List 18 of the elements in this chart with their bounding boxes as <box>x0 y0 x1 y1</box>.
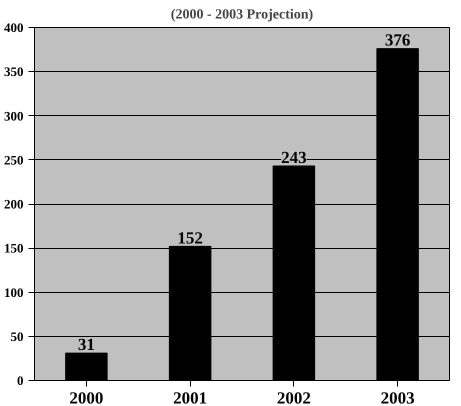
x-tick-label: 2003 <box>380 388 415 406</box>
y-tick-label: 150 <box>4 240 24 256</box>
y-tick-label: 50 <box>10 328 24 344</box>
x-tick-label: 2002 <box>276 388 311 406</box>
data-label: 376 <box>384 30 410 50</box>
x-tick-label: 2000 <box>69 388 104 406</box>
y-tick-label: 400 <box>4 20 24 35</box>
y-tick-label: 250 <box>4 152 24 168</box>
y-tick-label: 200 <box>4 196 24 212</box>
x-tick-label: 2001 <box>173 388 208 406</box>
data-label: 152 <box>177 228 203 248</box>
y-tick-label: 350 <box>4 64 24 80</box>
y-tick-label: 300 <box>4 108 24 124</box>
y-tick-label: 100 <box>4 284 24 300</box>
data-label: 243 <box>281 148 307 168</box>
chart-title: (2000 - 2003 Projection) <box>170 8 314 22</box>
y-tick-label: 0 <box>17 373 24 388</box>
data-label: 31 <box>78 335 95 354</box>
